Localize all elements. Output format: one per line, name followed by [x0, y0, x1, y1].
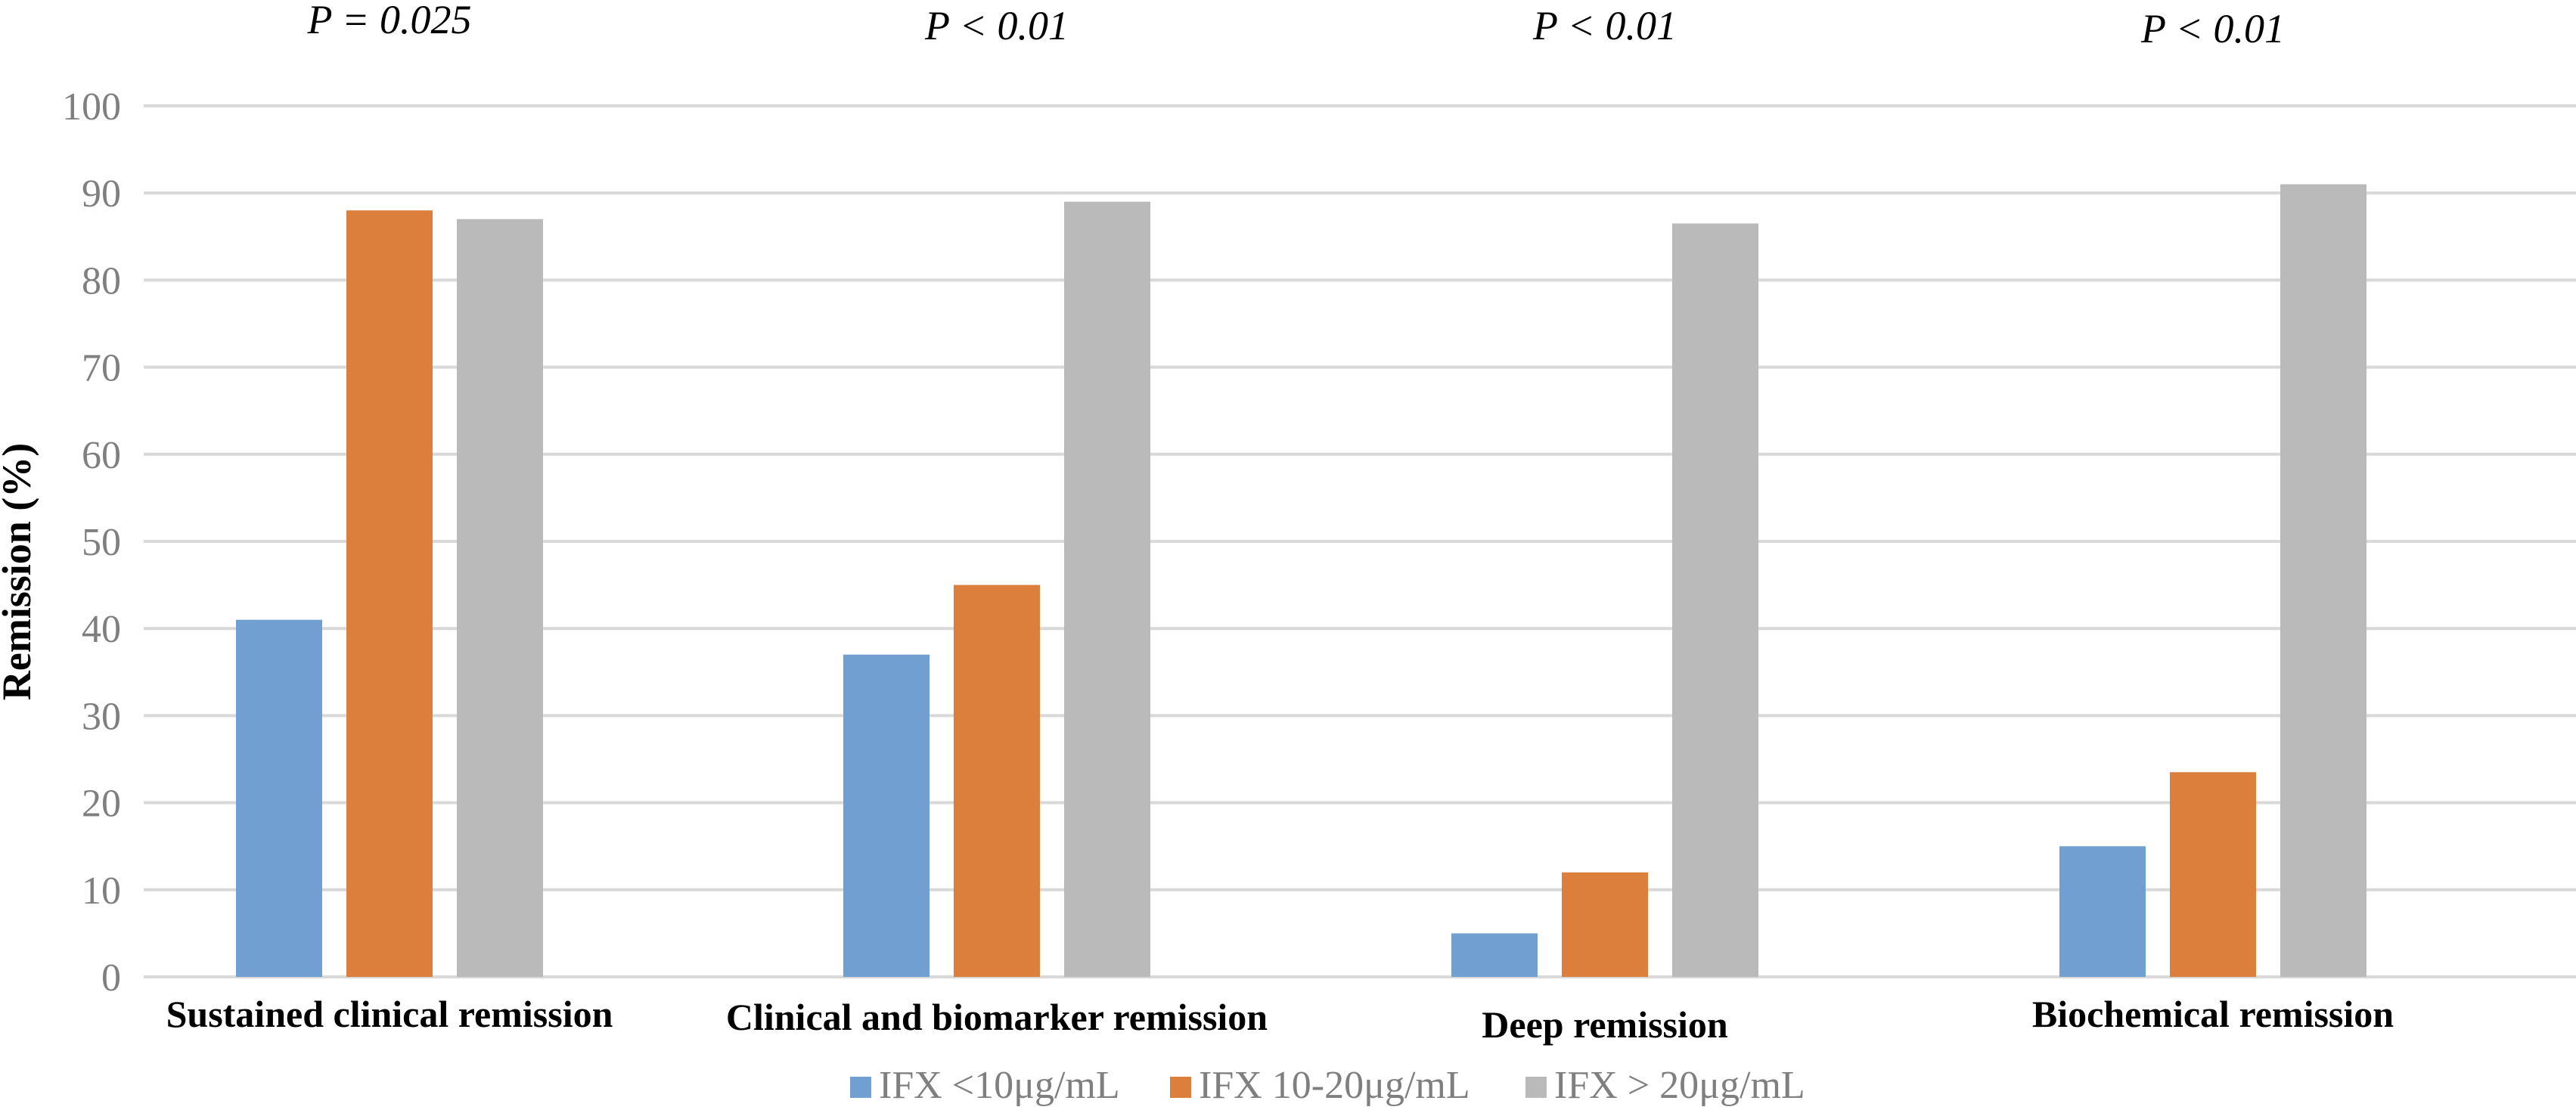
bars-layer	[236, 184, 2367, 978]
legend-swatch	[1525, 1077, 1547, 1098]
p-value-annotation: P < 0.01	[2140, 6, 2285, 51]
x-tick-label: Sustained clinical remission	[166, 993, 613, 1035]
bar-series-3-category-2	[1064, 201, 1150, 978]
legend-swatch	[850, 1077, 871, 1098]
bar-series-1-category-3	[1451, 933, 1538, 977]
bar-series-2-category-4	[2170, 772, 2256, 977]
x-tick-label: Deep remission	[1482, 1003, 1728, 1046]
bar-series-2-category-1	[346, 210, 433, 977]
grid-layer	[144, 104, 2576, 978]
bar-series-1-category-1	[236, 619, 322, 977]
p-value-annotations: P = 0.025 P < 0.01 P < 0.01 P < 0.01	[307, 0, 2285, 51]
legend-swatch	[1170, 1077, 1191, 1098]
y-axis-label: Remission (%)	[0, 443, 39, 700]
y-tick-label: 80	[82, 259, 121, 302]
y-tick-label: 10	[82, 870, 121, 913]
legend-label: IFX 10-20μg/mL	[1199, 1064, 1470, 1107]
bar-series-1-category-4	[2059, 846, 2146, 977]
legend-label: IFX > 20μg/mL	[1554, 1064, 1805, 1107]
x-axis-ticks: Sustained clinical remission Clinical and…	[166, 993, 2394, 1046]
y-tick-label: 20	[82, 783, 121, 826]
y-tick-label: 60	[82, 434, 121, 477]
bar-series-3-category-4	[2280, 184, 2367, 978]
y-tick-label: 30	[82, 695, 121, 738]
bar-series-2-category-3	[1562, 872, 1648, 977]
bar-series-2-category-2	[954, 584, 1040, 977]
y-tick-label: 100	[62, 85, 121, 129]
bar-series-3-category-3	[1672, 223, 1758, 977]
legend-label: IFX <10μg/mL	[879, 1064, 1120, 1107]
p-value-annotation: P = 0.025	[307, 0, 472, 42]
y-tick-label: 70	[82, 347, 121, 390]
y-tick-label: 50	[82, 521, 121, 564]
legend-item: IFX 10-20μg/mL	[1170, 1064, 1470, 1107]
p-value-annotation: P < 0.01	[924, 3, 1069, 48]
y-axis-ticks: 0 10 20 30 40 50 60 70 80 90 100	[62, 85, 121, 1000]
y-tick-label: 40	[82, 608, 121, 651]
legend-item: IFX > 20μg/mL	[1525, 1064, 1805, 1107]
p-value-annotation: P < 0.01	[1532, 3, 1677, 48]
bar-series-1-category-2	[843, 654, 930, 977]
x-tick-label: Biochemical remission	[2032, 993, 2394, 1035]
y-tick-label: 90	[82, 172, 121, 215]
legend: IFX <10μg/mL IFX 10-20μg/mL IFX > 20μg/mL	[850, 1064, 1805, 1107]
y-tick-label: 0	[101, 956, 121, 1000]
x-tick-label: Clinical and biomarker remission	[726, 996, 1268, 1038]
legend-item: IFX <10μg/mL	[850, 1064, 1120, 1107]
bar-series-3-category-1	[457, 219, 543, 977]
